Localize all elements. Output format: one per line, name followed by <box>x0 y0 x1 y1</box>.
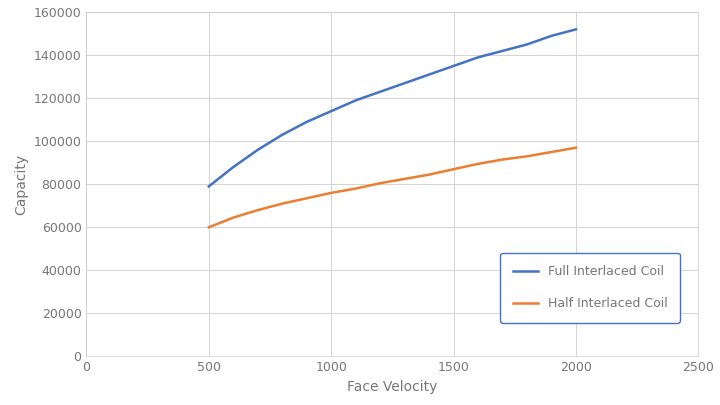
Full Interlaced Coil <box>204 184 213 189</box>
Half Interlaced Coil <box>253 208 262 213</box>
Half Interlaced Coil <box>327 190 336 195</box>
Half Interlaced Coil <box>302 196 311 201</box>
Full Interlaced Coil <box>547 33 556 38</box>
Half Interlaced Coil <box>498 157 507 162</box>
Half Interlaced Coil <box>400 177 409 181</box>
Full Interlaced Coil <box>351 98 360 103</box>
Half Interlaced Coil <box>229 215 238 220</box>
X-axis label: Face Velocity: Face Velocity <box>347 380 438 394</box>
Half Interlaced Coil <box>204 225 213 230</box>
Full Interlaced Coil <box>253 147 262 152</box>
Full Interlaced Coil <box>498 49 507 53</box>
Half Interlaced Coil <box>449 167 458 172</box>
Full Interlaced Coil <box>327 109 336 113</box>
Line: Half Interlaced Coil: Half Interlaced Coil <box>209 148 576 227</box>
Y-axis label: Capacity: Capacity <box>14 154 28 215</box>
Full Interlaced Coil <box>474 55 482 60</box>
Half Interlaced Coil <box>572 145 580 150</box>
Half Interlaced Coil <box>523 154 531 159</box>
Full Interlaced Coil <box>449 64 458 68</box>
Half Interlaced Coil <box>278 201 287 206</box>
Full Interlaced Coil <box>523 42 531 47</box>
Line: Full Interlaced Coil: Full Interlaced Coil <box>209 30 576 186</box>
Full Interlaced Coil <box>572 27 580 32</box>
Half Interlaced Coil <box>351 186 360 191</box>
Half Interlaced Coil <box>425 172 433 177</box>
Legend: Full Interlaced Coil, Half Interlaced Coil: Full Interlaced Coil, Half Interlaced Co… <box>500 253 680 323</box>
Full Interlaced Coil <box>376 90 384 94</box>
Full Interlaced Coil <box>400 81 409 85</box>
Full Interlaced Coil <box>425 72 433 77</box>
Full Interlaced Coil <box>229 165 238 170</box>
Full Interlaced Coil <box>278 132 287 137</box>
Full Interlaced Coil <box>302 119 311 124</box>
Half Interlaced Coil <box>474 162 482 166</box>
Half Interlaced Coil <box>376 181 384 185</box>
Half Interlaced Coil <box>547 149 556 154</box>
